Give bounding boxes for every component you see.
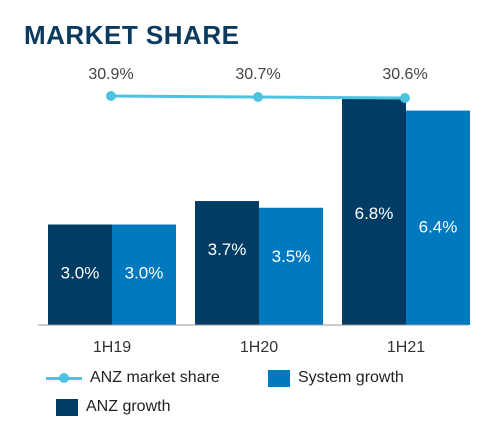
data-label-anz-1h19: 3.0% [61, 264, 100, 283]
market-share-label-1h19: 30.9% [88, 66, 133, 83]
anz-growth-swatch-icon [56, 398, 78, 416]
bar-system-growth-1h19 [112, 224, 176, 325]
market-share-label-1h20: 30.7% [235, 66, 280, 83]
system-growth-swatch-icon [268, 369, 290, 387]
bar-system-growth-1h21 [406, 110, 470, 325]
bar-system-growth-1h20 [259, 207, 323, 325]
bar-anz-growth-1h20 [195, 201, 259, 325]
x-tick-label-1h21: 1H21 [387, 339, 425, 356]
data-label-system-1h21: 6.4% [419, 218, 458, 237]
bar-anz-growth-1h21 [342, 97, 406, 325]
market-share-line-icon [46, 372, 82, 384]
legend-anz-growth-label: ANZ growth [86, 398, 171, 415]
x-tick-label-1h19: 1H19 [93, 339, 131, 356]
legend-system-growth: System growth [268, 369, 404, 387]
market-share-label-1h21: 30.6% [382, 66, 427, 83]
bar-anz-growth-1h19 [48, 224, 112, 325]
legend-anz-growth: ANZ growth [56, 398, 170, 416]
data-label-system-1h20: 3.5% [272, 247, 311, 266]
x-tick-label-1h20: 1H20 [240, 339, 278, 356]
data-label-anz-1h20: 3.7% [208, 240, 247, 259]
market-share-point-1h19 [106, 91, 116, 101]
data-label-anz-1h21: 6.8% [355, 204, 394, 223]
market-share-point-1h20 [253, 92, 263, 102]
data-label-system-1h19: 3.0% [125, 264, 164, 283]
legend-system-growth-label: System growth [298, 369, 404, 386]
legend-market-share-label: ANZ market share [90, 369, 220, 386]
market-share-point-1h21 [400, 93, 410, 103]
legend-market-share: ANZ market share [46, 369, 220, 387]
chart-title: MARKET SHARE [24, 20, 240, 50]
